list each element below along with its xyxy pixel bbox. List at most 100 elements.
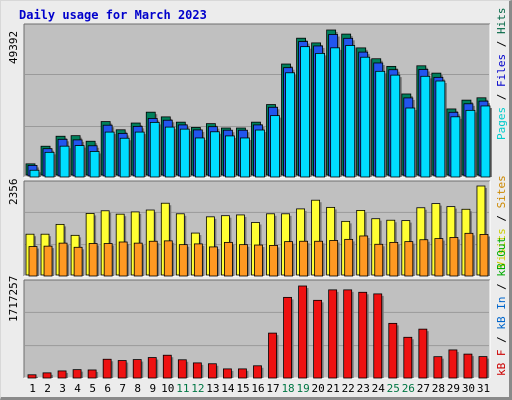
x-tick-label-day-11: 11 <box>176 382 189 395</box>
x-tick-label-day-12: 12 <box>191 382 204 395</box>
bar-sites-day-10 <box>163 240 173 277</box>
x-tick-label-day-23: 23 <box>357 382 370 395</box>
x-tick-label-day-22: 22 <box>342 382 355 395</box>
bar-pages-day-1 <box>29 169 40 178</box>
bar-kb-f-day-13 <box>207 363 217 379</box>
legend-3: kB F / kB In / kB Out <box>495 237 508 376</box>
x-tick-label-day-10: 10 <box>161 382 174 395</box>
bar-sites-day-11 <box>178 244 188 277</box>
bar-kb-f-day-9 <box>147 357 157 379</box>
bar-pages-day-30 <box>465 109 476 178</box>
bar-sites-day-30 <box>464 232 474 277</box>
bar-kb-f-day-21 <box>328 289 338 379</box>
legend-item-kb-f: kB F <box>495 350 508 377</box>
bar-pages-day-16 <box>255 129 265 178</box>
bar-pages-day-12 <box>194 137 205 178</box>
bar-kb-f-day-31 <box>478 356 488 379</box>
bar-kb-f-day-8 <box>132 359 142 379</box>
bar-pages-day-17 <box>270 115 280 178</box>
bar-kb-f-day-26 <box>403 336 413 379</box>
x-tick-label-day-30: 30 <box>462 382 475 395</box>
bar-sites-day-17 <box>269 245 278 277</box>
bar-pages-day-14 <box>225 135 235 178</box>
bar-sites-day-20 <box>314 240 324 277</box>
bar-kb-f-day-6 <box>102 358 112 379</box>
bar-kb-f-day-16 <box>253 365 262 379</box>
bar-pages-day-3 <box>59 145 70 178</box>
x-tick-label-day-27: 27 <box>417 382 430 395</box>
bar-pages-day-23 <box>360 56 371 178</box>
bar-kb-f-day-22 <box>343 289 353 379</box>
legend-item-files: Files <box>495 54 508 87</box>
bar-sites-day-15 <box>239 244 248 277</box>
bar-kb-f-day-7 <box>117 360 127 379</box>
y-axis-max-label-3: 1717257 <box>7 276 20 322</box>
bar-kb-f-day-5 <box>87 369 97 379</box>
bar-sites-day-29 <box>449 237 459 277</box>
bar-sites-day-23 <box>359 235 369 277</box>
bar-sites-day-8 <box>133 242 143 277</box>
bar-sites-day-31 <box>479 234 489 277</box>
x-tick-label-day-6: 6 <box>104 382 111 395</box>
bar-pages-day-28 <box>435 80 446 178</box>
bar-pages-day-26 <box>405 107 416 178</box>
bar-pages-day-9 <box>149 121 160 178</box>
legend-separator: / <box>495 87 508 107</box>
bar-pages-day-29 <box>450 116 461 178</box>
bar-sites-day-28 <box>434 238 444 277</box>
bar-sites-day-4 <box>73 246 83 277</box>
x-tick-label-day-8: 8 <box>134 382 141 395</box>
bar-pages-day-31 <box>480 105 491 178</box>
x-tick-label-day-1: 1 <box>29 382 36 395</box>
bar-kb-f-day-12 <box>192 362 202 379</box>
bar-kb-f-day-28 <box>433 356 443 379</box>
bar-sites-day-25 <box>389 241 399 277</box>
legend-item-kb-out: kB Out <box>495 237 508 277</box>
bar-kb-f-day-17 <box>268 332 277 379</box>
bar-sites-day-18 <box>284 241 293 277</box>
bar-sites-day-27 <box>419 239 429 277</box>
bar-sites-day-22 <box>344 238 354 277</box>
bar-sites-day-9 <box>148 240 158 277</box>
bar-kb-f-day-25 <box>388 322 398 379</box>
x-tick-label-day-5: 5 <box>89 382 96 395</box>
x-tick-label-day-2: 2 <box>44 382 51 395</box>
bar-pages-day-2 <box>44 151 55 178</box>
bar-pages-day-15 <box>240 137 250 178</box>
bar-kb-f-day-3 <box>57 370 67 379</box>
bar-sites-day-5 <box>88 243 98 277</box>
x-tick-label-day-4: 4 <box>74 382 81 395</box>
x-tick-label-day-13: 13 <box>206 382 219 395</box>
bar-sites-day-7 <box>118 241 128 277</box>
x-tick-label-day-31: 31 <box>477 382 490 395</box>
bar-kb-f-day-30 <box>463 353 473 379</box>
bar-kb-f-day-19 <box>298 285 307 379</box>
legend-item-sites: Sites <box>495 175 508 208</box>
legend-item-hits: Hits <box>495 8 508 35</box>
x-tick-label-day-20: 20 <box>312 382 325 395</box>
bar-pages-day-10 <box>164 126 175 178</box>
bar-kb-f-day-4 <box>72 369 82 379</box>
chart-title: Daily usage for March 2023 <box>19 8 207 22</box>
x-tick-label-day-18: 18 <box>281 382 294 395</box>
x-tick-label-day-26: 26 <box>402 382 415 395</box>
bar-kb-f-day-1 <box>27 374 37 379</box>
x-tick-label-day-15: 15 <box>236 382 249 395</box>
bar-pages-day-4 <box>74 145 85 178</box>
bar-pages-day-6 <box>104 131 115 178</box>
legend-separator: / <box>495 34 508 54</box>
bar-kb-f-day-23 <box>358 291 368 379</box>
bar-sites-day-26 <box>404 241 414 277</box>
bar-sites-day-21 <box>329 240 339 277</box>
legend-2: Visits / Sites <box>495 175 508 268</box>
bar-pages-day-7 <box>119 137 130 178</box>
bar-pages-day-27 <box>420 75 431 178</box>
bar-pages-day-21 <box>330 47 341 178</box>
x-tick-label-day-19: 19 <box>296 382 309 395</box>
x-tick-label-day-7: 7 <box>119 382 126 395</box>
bar-sites-day-3 <box>58 242 68 277</box>
bar-pages-day-18 <box>285 72 295 178</box>
bar-kb-f-day-24 <box>373 293 383 379</box>
legend-separator: / <box>495 330 508 350</box>
